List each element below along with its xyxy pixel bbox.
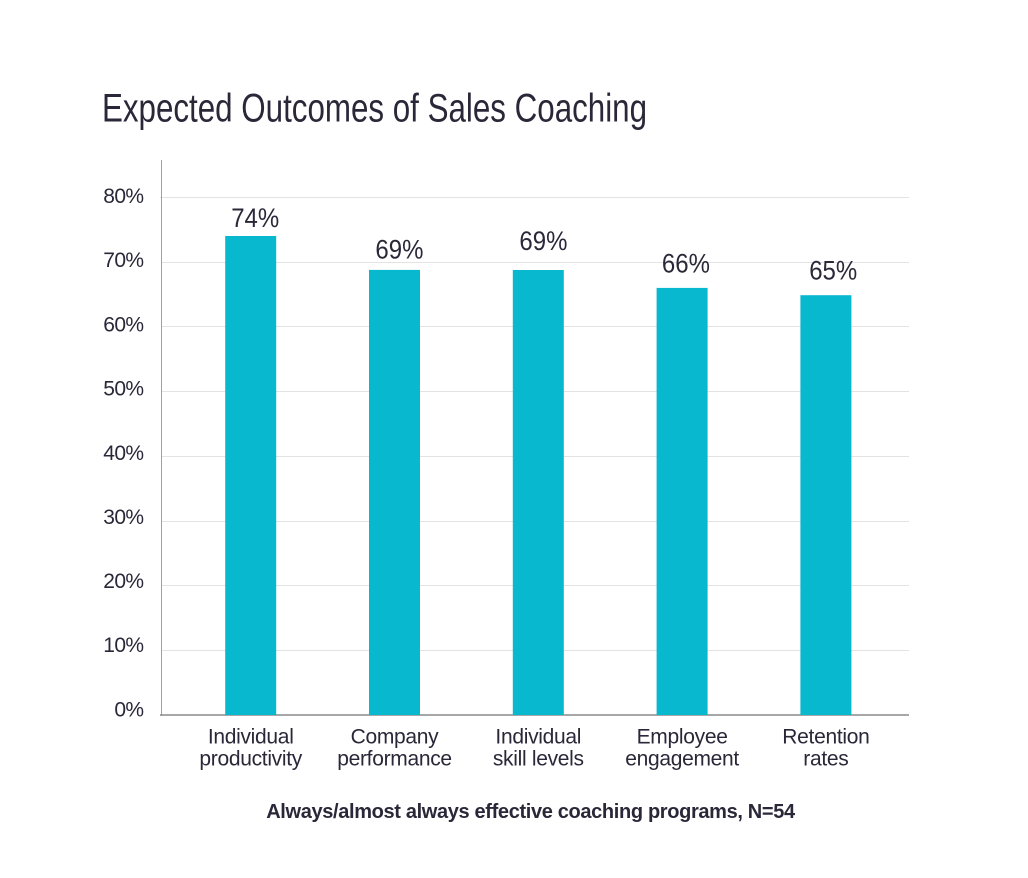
svg-text:10%: 10%: [103, 634, 143, 657]
svg-text:40%: 40%: [103, 442, 143, 465]
svg-text:Expected Outcomes of Sales Coa: Expected Outcomes of Sales Coaching: [102, 87, 647, 131]
svg-text:70%: 70%: [103, 249, 143, 272]
svg-text:69%: 69%: [519, 226, 567, 256]
svg-text:60%: 60%: [103, 313, 143, 336]
svg-text:20%: 20%: [103, 570, 143, 593]
svg-text:30%: 30%: [103, 506, 143, 529]
svg-text:Company: Company: [351, 725, 440, 748]
svg-text:66%: 66%: [662, 249, 710, 279]
svg-text:0%: 0%: [114, 699, 143, 722]
svg-text:69%: 69%: [375, 235, 423, 265]
svg-text:80%: 80%: [103, 185, 143, 208]
svg-text:Individual: Individual: [495, 725, 581, 748]
svg-text:performance: performance: [337, 748, 452, 771]
svg-text:Retention: Retention: [782, 725, 869, 748]
svg-text:skill levels: skill levels: [493, 748, 584, 771]
svg-text:rates: rates: [803, 748, 848, 771]
svg-text:Employee: Employee: [637, 725, 728, 748]
svg-text:50%: 50%: [103, 378, 143, 401]
svg-text:Always/almost always effective: Always/almost always effective coaching …: [266, 801, 796, 823]
svg-text:65%: 65%: [809, 256, 857, 286]
svg-text:productivity: productivity: [199, 748, 302, 771]
svg-text:74%: 74%: [231, 203, 279, 233]
svg-text:engagement: engagement: [625, 748, 739, 771]
svg-text:Individual: Individual: [208, 725, 294, 748]
